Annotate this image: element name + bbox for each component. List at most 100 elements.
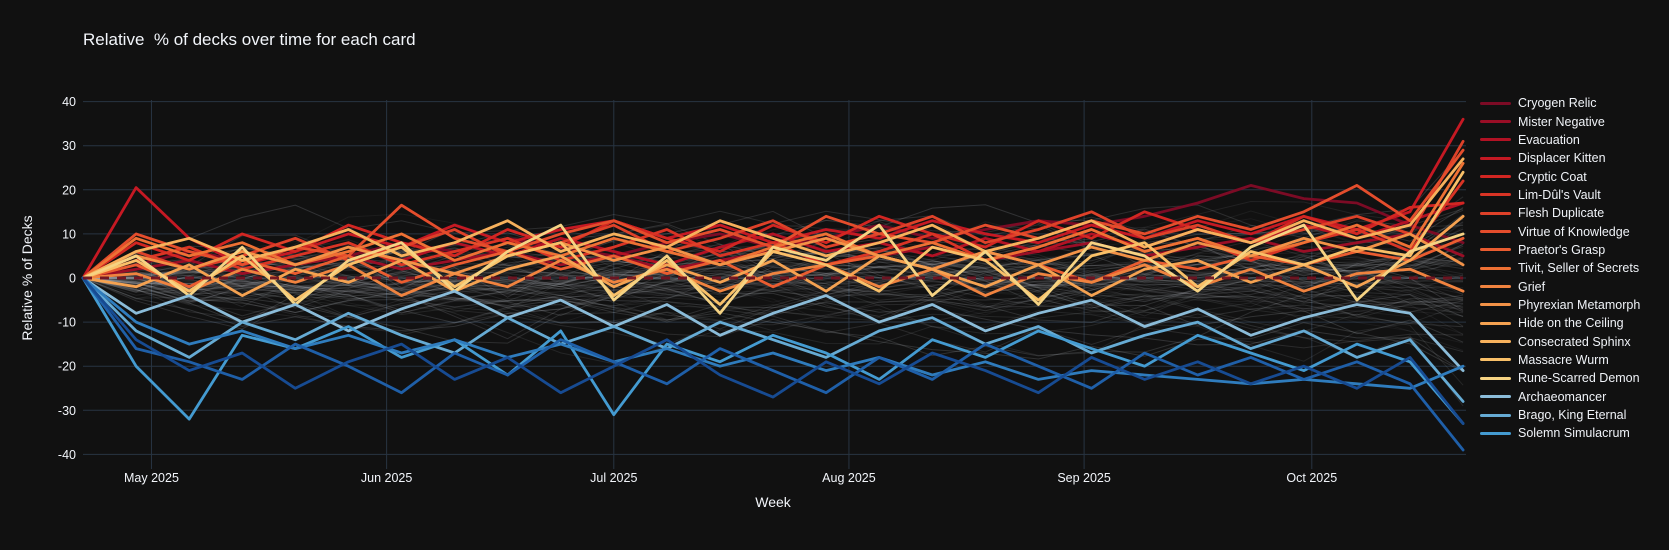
background-card-line — [82, 258, 1464, 323]
legend-item-praetor-s-grasp[interactable]: Praetor's Grasp — [1480, 241, 1640, 259]
y-axis-title: Relative % of Decks — [19, 215, 35, 341]
series-line-unlabeled-20[interactable] — [81, 276, 1465, 452]
x-tick-label: May 2025 — [124, 471, 179, 485]
background-card-line — [82, 270, 1464, 309]
background-card-line — [82, 221, 1464, 333]
series-line-hide-on-the-ceiling[interactable] — [81, 214, 1465, 298]
highlighted-series — [81, 117, 1465, 452]
legend-item-tivit-seller-of-secrets[interactable]: Tivit, Seller of Secrets — [1480, 259, 1640, 277]
background-card-line — [82, 266, 1464, 357]
background-card-line — [82, 251, 1464, 287]
legend-label: Virtue of Knowledge — [1518, 224, 1630, 239]
x-tick-label: Sep 2025 — [1057, 471, 1111, 485]
background-card-line — [82, 213, 1464, 285]
legend-item-virtue-of-knowledge[interactable]: Virtue of Knowledge — [1480, 222, 1640, 240]
legend-item-consecrated-sphinx[interactable]: Consecrated Sphinx — [1480, 332, 1640, 350]
series-line-rune-scarred-demon[interactable] — [81, 223, 1465, 315]
legend-item-cryptic-coat[interactable]: Cryptic Coat — [1480, 167, 1640, 185]
legend-label: Hide on the Ceiling — [1518, 316, 1624, 331]
x-tick-label: Aug 2025 — [822, 471, 876, 485]
legend-label: Displacer Kitten — [1518, 151, 1606, 166]
legend-line-swatch — [1480, 230, 1511, 234]
legend-line-swatch — [1480, 211, 1511, 215]
legend-label: Lim-Dûl's Vault — [1518, 187, 1601, 202]
legend-item-cryogen-relic[interactable]: Cryogen Relic — [1480, 94, 1640, 112]
legend-item-mister-negative[interactable]: Mister Negative — [1480, 112, 1640, 130]
background-card-line — [82, 262, 1464, 333]
legend-item-evacuation[interactable]: Evacuation — [1480, 131, 1640, 149]
legend-label: Solemn Simulacrum — [1518, 426, 1630, 441]
legend-item-displacer-kitten[interactable]: Displacer Kitten — [1480, 149, 1640, 167]
legend-item-massacre-wurm[interactable]: Massacre Wurm — [1480, 351, 1640, 369]
legend-item-flesh-duplicate[interactable]: Flesh Duplicate — [1480, 204, 1640, 222]
background-card-line — [82, 245, 1464, 386]
y-tick-label: 40 — [62, 95, 76, 109]
legend-line-swatch — [1480, 266, 1511, 270]
legend-line-swatch — [1480, 248, 1511, 252]
y-tick-label: 10 — [62, 227, 76, 241]
legend-label: Flesh Duplicate — [1518, 206, 1605, 221]
background-card-line — [82, 263, 1464, 318]
legend-line-swatch — [1480, 193, 1511, 197]
legend-item-grief[interactable]: Grief — [1480, 277, 1640, 295]
background-card-line — [82, 266, 1464, 293]
legend-line-swatch — [1480, 395, 1511, 399]
background-card-line — [82, 255, 1464, 344]
legend-label: Praetor's Grasp — [1518, 242, 1606, 257]
legend-label: Massacre Wurm — [1518, 352, 1609, 367]
legend-label: Grief — [1518, 279, 1546, 294]
legend-item-rune-scarred-demon[interactable]: Rune-Scarred Demon — [1480, 369, 1640, 387]
y-tick-label: -20 — [58, 360, 76, 374]
legend-item-hide-on-the-ceiling[interactable]: Hide on the Ceiling — [1480, 314, 1640, 332]
background-card-line — [82, 271, 1464, 303]
series-line-brago-king-eternal[interactable] — [81, 276, 1465, 403]
legend-label: Archaeomancer — [1518, 389, 1607, 404]
gridlines — [83, 100, 1466, 469]
background-card-line — [82, 243, 1464, 322]
background-card-line — [82, 277, 1464, 322]
legend-line-swatch — [1480, 376, 1511, 380]
x-tick-label: Oct 2025 — [1286, 471, 1337, 485]
series-line-unlabeled-21[interactable] — [81, 276, 1465, 425]
legend-line-swatch — [1480, 340, 1511, 344]
legend-line-swatch — [1480, 413, 1511, 417]
legend-item-solemn-simulacrum[interactable]: Solemn Simulacrum — [1480, 424, 1640, 442]
legend-line-swatch — [1480, 431, 1511, 435]
legend-item-phyrexian-metamorph[interactable]: Phyrexian Metamorph — [1480, 296, 1640, 314]
legend-line-swatch — [1480, 120, 1511, 124]
series-line-flesh-duplicate[interactable] — [81, 139, 1465, 280]
x-axis-title: Week — [755, 494, 791, 510]
legend-label: Tivit, Seller of Secrets — [1518, 261, 1640, 276]
series-line-lim-d-l-s-vault[interactable] — [81, 179, 1465, 280]
background-card-line — [82, 245, 1464, 317]
legend: Cryogen Relic Mister Negative Evacuation Di… — [1480, 94, 1640, 443]
background-card-line — [82, 277, 1464, 314]
background-card-line — [82, 259, 1464, 291]
background-card-line — [82, 265, 1464, 314]
background-card-line — [82, 251, 1464, 279]
legend-line-swatch — [1480, 156, 1511, 160]
x-tick-label: Jun 2025 — [361, 471, 412, 485]
legend-line-swatch — [1480, 138, 1511, 142]
series-line-archaeomancer[interactable] — [81, 276, 1465, 373]
legend-item-archaeomancer[interactable]: Archaeomancer — [1480, 388, 1640, 406]
y-tick-label: -30 — [58, 404, 76, 418]
legend-label: Evacuation — [1518, 132, 1580, 147]
series-line-unlabeled-19[interactable] — [81, 276, 1465, 390]
series-line-solemn-simulacrum[interactable] — [81, 276, 1465, 425]
legend-item-brago-king-eternal[interactable]: Brago, King Eternal — [1480, 406, 1640, 424]
background-card-line — [82, 210, 1464, 300]
background-card-line — [82, 256, 1464, 336]
series-line-consecrated-sphinx[interactable] — [81, 157, 1465, 280]
legend-line-swatch — [1480, 303, 1511, 307]
legend-line-swatch — [1480, 175, 1511, 179]
legend-item-lim-d-l-s-vault[interactable]: Lim-Dûl's Vault — [1480, 186, 1640, 204]
legend-line-swatch — [1480, 285, 1511, 289]
legend-line-swatch — [1480, 321, 1511, 325]
y-tick-label: -10 — [58, 316, 76, 330]
legend-line-swatch — [1480, 358, 1511, 362]
background-card-line — [82, 277, 1464, 324]
y-tick-label: 0 — [69, 272, 76, 286]
